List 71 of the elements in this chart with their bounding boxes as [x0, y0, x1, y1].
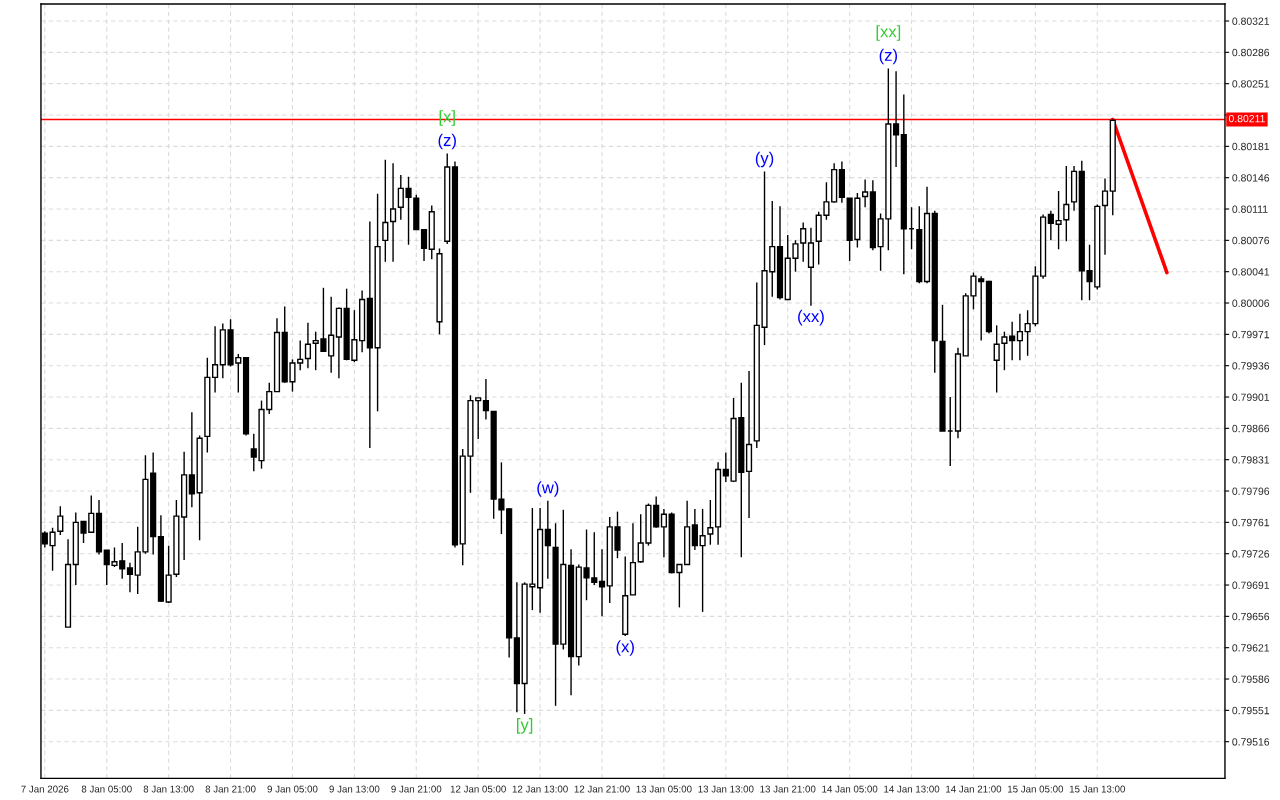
x-tick-label: 15 Jan 05:00: [1008, 785, 1064, 793]
x-tick-label: 12 Jan 13:00: [512, 785, 568, 793]
y-tick-label: 0.80076: [1232, 236, 1270, 245]
annotation: (y): [755, 151, 774, 168]
candlestick: [304, 322, 312, 370]
y-tick-label: 0.80286: [1232, 48, 1270, 57]
annotation: (xx): [798, 309, 824, 326]
y-tick-label: 0.79586: [1232, 675, 1270, 683]
candlestick: [382, 159, 389, 263]
annotation: (z): [438, 133, 456, 150]
x-tick-label: 15 Jan 13:00: [1069, 785, 1126, 793]
candlestick: [862, 178, 869, 208]
candlestick: [188, 411, 195, 508]
y-tick-label: 0.79551: [1232, 706, 1270, 715]
x-tick-label: 14 Jan 13:00: [884, 785, 940, 793]
x-tick-label: 9 Jan 05:00: [267, 785, 318, 793]
annotation: (z): [879, 48, 898, 65]
candlestick: [1016, 313, 1023, 362]
ref-line-label: 0.80211: [1228, 114, 1265, 123]
x-tick-label: 7 Jan 2026: [21, 785, 69, 793]
x-tick-label: 14 Jan 05:00: [822, 785, 878, 793]
candlestick: [993, 324, 1000, 394]
x-tick-label: 8 Jan 05:00: [81, 785, 132, 793]
candlestick: [389, 162, 397, 263]
y-tick-label: 0.79516: [1232, 738, 1270, 746]
y-tick-label: 0.79656: [1232, 612, 1270, 621]
candlestick: [1101, 177, 1109, 256]
annotation: (x): [616, 640, 634, 656]
x-tick-label: 9 Jan 13:00: [329, 785, 380, 793]
candlestick: [598, 548, 606, 618]
y-tick-label: 0.80146: [1232, 174, 1270, 182]
y-tick-label: 0.80006: [1232, 299, 1270, 307]
y-tick-label: 0.80251: [1232, 80, 1270, 88]
candlestick: [211, 325, 219, 394]
y-tick-label: 0.80041: [1232, 268, 1270, 276]
candlestick: [126, 561, 134, 593]
candlestick: [1063, 165, 1070, 242]
x-tick-label: 13 Jan 21:00: [760, 785, 816, 793]
y-tick-label: 0.79691: [1232, 581, 1270, 589]
candlestick: [699, 508, 706, 613]
y-tick-label: 0.79831: [1232, 456, 1270, 464]
annotation: [xx]: [876, 25, 901, 41]
annotation: [y]: [517, 718, 533, 734]
candlestick: [892, 70, 900, 168]
y-tick-label: 0.79796: [1232, 487, 1270, 495]
x-tick-label: 9 Jan 21:00: [391, 785, 442, 793]
annotation: (w): [537, 481, 559, 497]
x-tick-label: 14 Jan 21:00: [946, 785, 1002, 793]
x-tick-label: 8 Jan 13:00: [143, 785, 194, 793]
x-tick-label: 12 Jan 21:00: [574, 785, 630, 793]
candlestick: [482, 378, 490, 421]
x-tick-label: 8 Jan 21:00: [205, 785, 256, 793]
y-tick-label: 0.79936: [1232, 362, 1270, 370]
candlestick: [57, 505, 64, 536]
y-tick-label: 0.79971: [1232, 330, 1270, 339]
y-tick-label: 0.79866: [1232, 424, 1270, 433]
y-tick-label: 0.80181: [1232, 142, 1270, 151]
x-tick-label: 12 Jan 05:00: [450, 785, 506, 793]
y-tick-label: 0.79901: [1232, 393, 1270, 401]
x-tick-label: 13 Jan 13:00: [698, 785, 754, 793]
y-tick-label: 0.79621: [1232, 644, 1270, 652]
candlestick: [707, 499, 714, 546]
y-tick-label: 0.79761: [1232, 518, 1270, 527]
candlestick: [660, 508, 668, 558]
y-tick-label: 0.80111: [1232, 205, 1268, 213]
candlestick: [691, 508, 698, 551]
x-tick-label: 13 Jan 05:00: [636, 785, 692, 793]
y-tick-label: 0.80321: [1232, 17, 1270, 25]
candlestick: [420, 228, 428, 262]
candlestick: [544, 500, 551, 580]
y-tick-label: 0.79726: [1232, 550, 1270, 558]
